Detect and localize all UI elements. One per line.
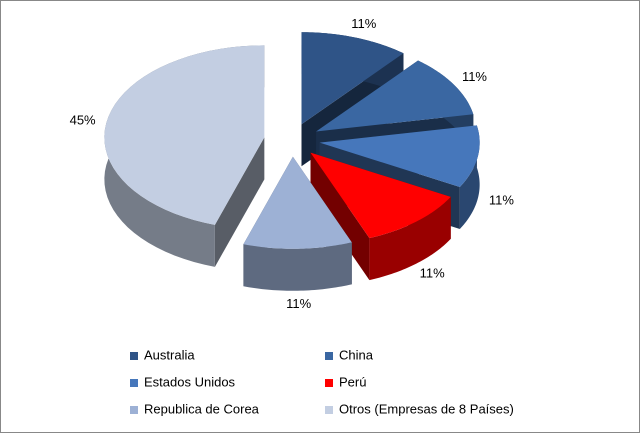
slice-wall xyxy=(459,125,480,229)
slice-wall xyxy=(369,196,451,281)
legend-marker xyxy=(130,406,138,414)
data-label: 11% xyxy=(462,69,487,84)
legend-marker xyxy=(325,379,333,387)
slice-side xyxy=(214,137,265,267)
legend-label: Otros (Empresas de 8 Países) xyxy=(339,401,514,416)
slice-top xyxy=(301,32,404,125)
slice-top xyxy=(310,152,451,239)
legend-label: China xyxy=(339,347,374,362)
legend-label: Estados Unidos xyxy=(144,374,236,389)
pie-slice xyxy=(310,152,451,281)
legend-marker xyxy=(130,352,138,360)
slice-wall xyxy=(243,242,352,291)
data-label: 11% xyxy=(489,193,514,208)
slice-top xyxy=(319,125,480,187)
legend-label: Australia xyxy=(144,347,195,362)
data-label: 11% xyxy=(420,265,445,280)
slice-top xyxy=(104,45,265,225)
slice-side xyxy=(310,152,370,281)
slice-top xyxy=(316,60,474,132)
pie-slice xyxy=(104,45,265,267)
data-label: 11% xyxy=(351,16,376,31)
slice-top xyxy=(243,156,352,249)
legend-label: Republica de Corea xyxy=(144,401,260,416)
legend-label: Perú xyxy=(339,374,366,389)
data-label: 45% xyxy=(70,112,96,127)
legend-marker xyxy=(130,379,138,387)
data-label: 11% xyxy=(286,296,311,311)
legend-marker xyxy=(325,352,333,360)
pie-slice xyxy=(243,156,352,291)
legend-marker xyxy=(325,406,333,414)
